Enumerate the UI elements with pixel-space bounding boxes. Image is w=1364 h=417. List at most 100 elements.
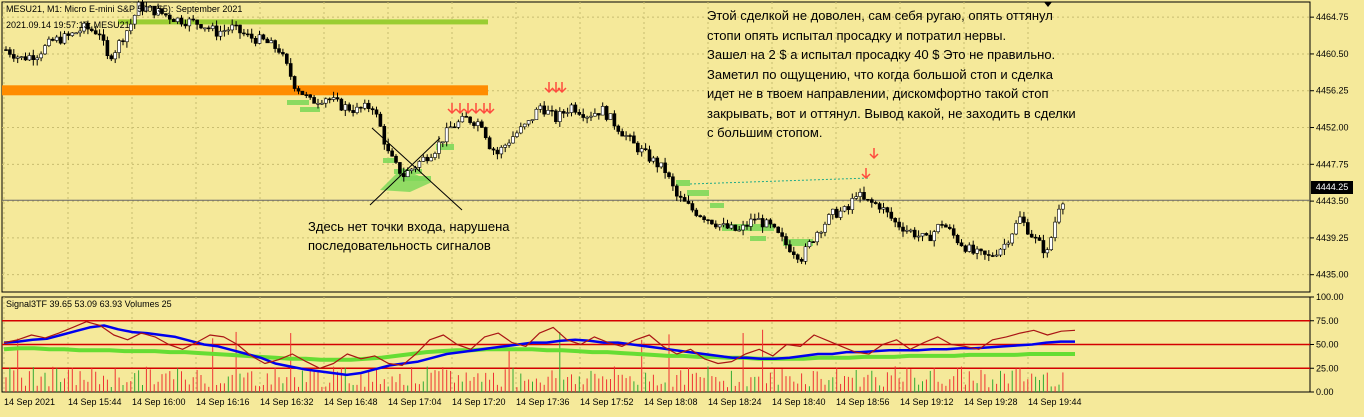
candle: [31, 49, 36, 66]
candle-body: [19, 56, 24, 58]
candle-body: [398, 162, 402, 174]
candle: [183, 19, 188, 29]
candle: [171, 18, 176, 22]
candle: [994, 249, 999, 258]
candle-body: [70, 32, 75, 36]
candle-body: [846, 206, 851, 210]
candle: [990, 252, 995, 258]
candle-body: [975, 248, 979, 254]
candle-body: [932, 231, 937, 242]
candle: [156, 3, 160, 16]
candle-body: [249, 33, 254, 39]
candle-body: [152, 5, 156, 16]
candle: [296, 86, 301, 95]
comment-line: закрывать, вот и оттянул. Вывод какой, н…: [707, 105, 1076, 121]
candle-body: [678, 195, 683, 198]
candle: [1049, 236, 1053, 252]
candle-body: [542, 105, 547, 115]
candle-body: [378, 113, 383, 127]
candle-body: [503, 144, 508, 148]
candle-body: [772, 223, 777, 228]
candle-body: [620, 131, 625, 137]
candle: [398, 162, 402, 176]
candle: [460, 112, 465, 123]
candle-body: [273, 40, 277, 49]
candle-body: [600, 106, 605, 116]
candle-body: [460, 116, 465, 123]
candle-body: [43, 45, 47, 55]
candle: [281, 48, 285, 57]
candle: [1061, 202, 1065, 215]
sell-arrow-icon: [861, 168, 871, 180]
candle-body: [967, 244, 972, 252]
candle: [901, 222, 905, 237]
candle-body: [632, 135, 636, 144]
candle-body: [117, 40, 121, 53]
candle: [515, 130, 519, 138]
candle: [916, 230, 921, 242]
candle-body: [66, 33, 71, 36]
candle: [66, 31, 71, 41]
candle-body: [179, 17, 184, 25]
candle-body: [873, 202, 878, 204]
candle-body: [374, 109, 379, 115]
candle-body: [784, 236, 788, 245]
candle-body: [1041, 240, 1046, 254]
candle-body: [347, 104, 352, 111]
candle-body: [971, 244, 976, 254]
candle-body: [674, 185, 679, 197]
candle-body: [869, 199, 874, 203]
candle-body: [39, 53, 43, 59]
signal-box: [383, 158, 395, 163]
candle: [12, 49, 16, 62]
candle: [1037, 234, 1042, 241]
candle: [35, 55, 40, 66]
candle: [101, 29, 106, 46]
candle: [807, 239, 812, 249]
candle-body: [986, 254, 991, 256]
candle-body: [171, 18, 176, 22]
candle: [238, 24, 242, 39]
candle: [507, 139, 511, 148]
indicator-green-line: [3, 346, 1075, 362]
candle: [140, 0, 145, 16]
candle: [1053, 216, 1057, 242]
indicator-red-line: [3, 321, 1076, 369]
candle-body: [928, 234, 933, 242]
candle: [109, 53, 114, 62]
candle: [912, 227, 917, 240]
candle: [632, 131, 636, 144]
candle-body: [429, 157, 433, 162]
candle: [316, 98, 320, 109]
candle-body: [183, 23, 188, 27]
candle: [889, 207, 894, 221]
time-tick-label: 14 Sep 19:12: [900, 397, 954, 407]
candle: [546, 105, 550, 115]
candle-body: [234, 24, 238, 27]
price-tick-label: 4447.75: [1316, 159, 1349, 169]
candle-body: [756, 218, 761, 220]
candle: [659, 162, 664, 169]
candle-body: [834, 208, 839, 218]
candle: [195, 19, 199, 30]
candle-body: [58, 36, 63, 44]
candle-body: [113, 52, 117, 60]
candle-body: [534, 109, 539, 120]
candle: [1029, 229, 1034, 238]
price-tick-label: 4460.50: [1316, 49, 1349, 59]
candle: [869, 197, 874, 208]
candle-body: [362, 102, 367, 109]
candle-body: [624, 135, 628, 137]
candle: [246, 29, 250, 38]
candle-body: [554, 110, 558, 122]
candle: [803, 243, 808, 265]
candle-body: [655, 157, 660, 168]
sell-arrow-icon: [471, 103, 481, 115]
candle: [417, 160, 422, 171]
candle-body: [382, 126, 387, 145]
candle-body: [148, 5, 153, 8]
candle: [866, 198, 870, 202]
candle-body: [526, 120, 531, 125]
candle-body: [27, 55, 32, 61]
